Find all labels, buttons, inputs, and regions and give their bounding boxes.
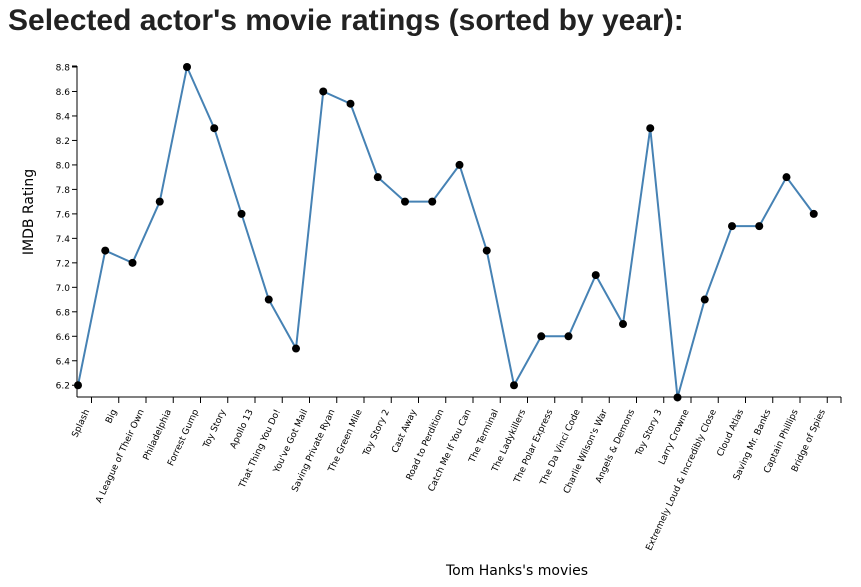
x-tick-label: Toy Story xyxy=(201,407,228,450)
data-point xyxy=(101,246,110,255)
data-point xyxy=(809,209,818,218)
y-axis-label: IMDB Rating xyxy=(21,169,37,255)
x-tick-label: Toy Story 2 xyxy=(361,408,392,458)
x-tick-label: Philadelphia xyxy=(142,408,174,462)
y-tick-label: 7.2 xyxy=(56,259,70,269)
y-tick-label: 6.2 xyxy=(56,382,70,392)
y-tick-label: 8.0 xyxy=(56,161,71,171)
data-point xyxy=(373,173,382,182)
page-title: Selected actor's movie ratings (sorted b… xyxy=(8,4,684,37)
x-tick-label: Cast Away xyxy=(390,407,419,454)
data-point xyxy=(510,381,518,390)
x-tick-label: Toy Story 3 xyxy=(634,408,665,458)
data-point xyxy=(700,295,709,304)
data-point xyxy=(755,222,764,231)
data-point xyxy=(346,99,355,108)
x-tick-label: Splash xyxy=(71,408,93,439)
data-point xyxy=(564,332,573,341)
x-tick-label: A League of Their Own xyxy=(94,408,146,505)
x-tick-label: Cloud Atlas xyxy=(716,408,747,459)
y-tick-label: 7.6 xyxy=(56,210,71,220)
y-tick-label: 8.6 xyxy=(56,88,71,98)
data-point xyxy=(183,63,191,71)
x-axis-label: Tom Hanks's movies xyxy=(445,563,588,579)
x-tick-label: Big xyxy=(104,408,119,425)
data-point xyxy=(264,295,273,304)
data-point xyxy=(74,381,82,390)
data-point xyxy=(646,124,655,133)
series-line xyxy=(77,63,815,398)
x-tick-label: Apollo 13 xyxy=(229,408,256,450)
y-tick-label: 8.2 xyxy=(56,137,70,147)
data-point xyxy=(619,320,627,329)
data-point xyxy=(455,160,464,169)
y-tick-label: 8.8 xyxy=(56,64,71,74)
data-point xyxy=(292,344,300,353)
data-point xyxy=(128,258,137,267)
y-axis: 6.2 6.4 6.6 6.8 7.0 7.2 7.4 7.6 7.8 8.0 8.2 8.4 8.6 8… xyxy=(56,64,78,397)
data-point xyxy=(428,197,437,206)
data-point xyxy=(673,393,682,402)
data-markers xyxy=(74,63,818,402)
data-point xyxy=(319,87,328,96)
y-tick-label: 7.4 xyxy=(56,235,71,245)
data-point xyxy=(537,332,546,341)
data-point xyxy=(591,271,600,280)
data-point xyxy=(782,173,791,182)
y-tick-label: 8.4 xyxy=(56,112,71,122)
y-tick-label: 7.8 xyxy=(56,186,71,196)
y-tick-label: 7.0 xyxy=(56,284,71,294)
data-point xyxy=(210,124,219,133)
data-point xyxy=(728,222,736,231)
data-point xyxy=(155,197,164,206)
y-tick-label: 6.6 xyxy=(56,333,71,343)
data-point xyxy=(401,197,409,206)
y-tick-label: 6.4 xyxy=(56,357,71,367)
data-point xyxy=(482,246,491,255)
data-point xyxy=(237,209,246,218)
y-tick-label: 6.8 xyxy=(56,308,71,318)
